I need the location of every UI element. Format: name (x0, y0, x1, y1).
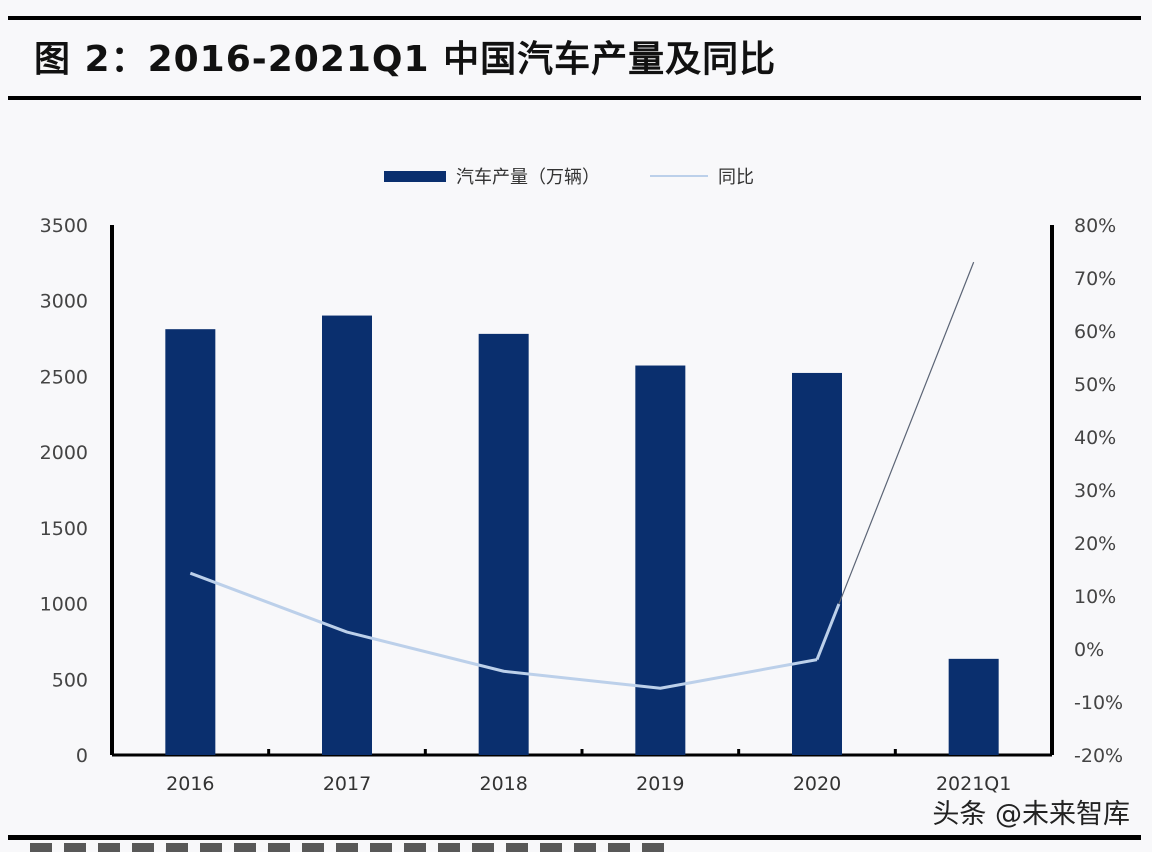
bottom-rule (8, 835, 1141, 840)
x-axis-label: 2017 (323, 773, 371, 795)
bar-2016 (165, 329, 216, 755)
right-axis-tick-label: 20% (1074, 533, 1116, 555)
x-axis-label: 2016 (166, 773, 214, 795)
bar-2021Q1 (948, 658, 999, 755)
bar-2020 (792, 372, 842, 755)
left-axis-tick-label: 2500 (40, 366, 88, 388)
right-axis-tick-label: -10% (1074, 692, 1123, 714)
right-axis-tick-label: -20% (1074, 745, 1123, 767)
right-axis-tick-label: 30% (1074, 480, 1116, 502)
top-rule (8, 16, 1141, 20)
left-axis-tick-label: 2000 (40, 442, 88, 464)
bar-2017 (322, 315, 372, 755)
left-axis-tick-label: 1500 (40, 518, 88, 540)
right-axis-tick-label: 0% (1074, 639, 1104, 661)
x-axis-label: 2018 (479, 773, 527, 795)
right-axis-tick-label: 40% (1074, 427, 1116, 449)
left-axis-tick-label: 3000 (40, 291, 88, 313)
title-underline-rule (8, 96, 1141, 100)
figure-title: 图 2：2016-2021Q1 中国汽车产量及同比 (34, 39, 777, 80)
right-axis-tick-label: 50% (1074, 374, 1116, 396)
left-axis-tick-label: 500 (52, 669, 88, 691)
right-axis-tick-label: 60% (1074, 321, 1116, 343)
legend-bar-swatch (384, 170, 446, 182)
legend-line-label: 同比 (718, 167, 754, 188)
legend-line-swatch (650, 175, 708, 177)
legend-bar-label: 汽车产量（万辆） (456, 167, 600, 188)
left-axis-tick-label: 1000 (40, 594, 88, 616)
yoy-line (189, 571, 818, 690)
yoy-line-segment (815, 603, 841, 661)
chart-legend: 汽车产量（万辆） 同比 (384, 163, 754, 189)
right-axis-tick-label: 10% (1074, 586, 1116, 608)
bar-2019 (635, 365, 686, 755)
left-axis-tick-label: 3500 (40, 215, 88, 237)
right-axis-tick-label: 70% (1074, 268, 1116, 290)
right-axis-tick-label: 80% (1074, 215, 1116, 237)
x-axis-label: 2021Q1 (936, 773, 1011, 795)
source-note-cropped (30, 843, 670, 852)
watermark: 头条 @未来智库 (932, 799, 1130, 830)
bar-2018 (478, 333, 529, 755)
x-axis-label: 2019 (636, 773, 684, 795)
left-axis-tick-label: 0 (76, 745, 88, 767)
x-axis-label: 2020 (793, 773, 841, 795)
yoy-line-extension (838, 261, 975, 605)
